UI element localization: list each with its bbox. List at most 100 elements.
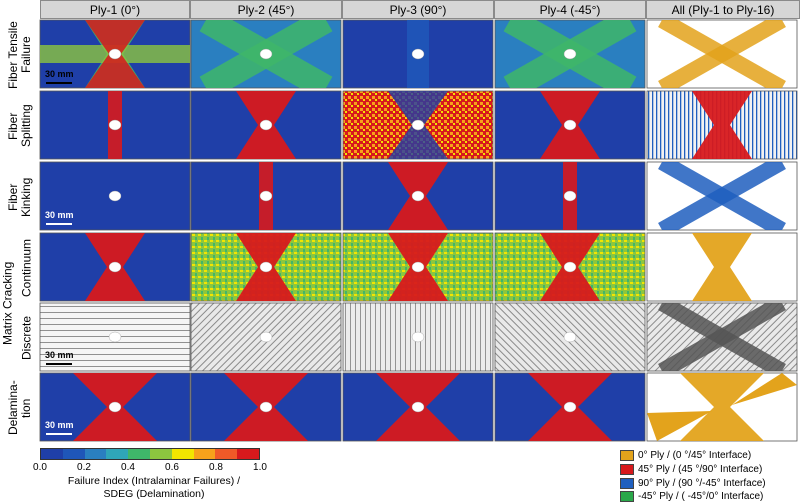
center-hole (108, 331, 122, 343)
panel-r4-c3 (494, 302, 646, 372)
center-hole (108, 190, 122, 202)
colorbar-segment-4 (128, 449, 150, 459)
center-hole (411, 261, 425, 273)
center-hole (563, 261, 577, 273)
panel-r1-c2 (342, 90, 494, 160)
center-hole (108, 401, 122, 413)
panel-r2-c1 (190, 161, 342, 231)
column-header-ply1: Ply-1 (0°) (40, 0, 190, 19)
colorbar-segment-5 (149, 449, 172, 459)
colorbar-tick-0: 0.0 (33, 462, 47, 473)
center-hole (259, 261, 273, 273)
colorbar-segment-1 (62, 449, 85, 459)
center-hole (108, 261, 122, 273)
legend-label: 90° Ply / (90 °/-45° Interface) (638, 478, 766, 489)
scale-bar-label-1: 30 mm (45, 69, 74, 79)
panel-r4-c0 (39, 302, 191, 372)
center-hole (108, 119, 122, 131)
panel-r3-c4 (646, 232, 798, 302)
panel-r3-c3 (494, 232, 646, 302)
legend-label: 0° Ply / (0 °/45° Interface) (638, 450, 752, 461)
panel-r3-c1 (190, 232, 342, 302)
colorbar-tick-4: 0.8 (209, 462, 223, 473)
panel-r0-c1 (190, 19, 342, 89)
legend-label: -45° Ply / ( -45°/0° Interface) (638, 491, 764, 502)
center-hole (563, 119, 577, 131)
legend-label: 45° Ply / (45 °/90° Interface) (638, 464, 763, 475)
center-hole (563, 401, 577, 413)
scale-bar-label-4: 30 mm (45, 420, 74, 430)
row-label-fiber-tensile-failure: Fiber Tensile Failure (6, 21, 33, 89)
panel-r1-c0 (39, 90, 191, 160)
panel-r5-c2 (342, 372, 494, 442)
center-hole (259, 401, 273, 413)
center-hole (411, 331, 425, 343)
column-header-ply3: Ply-3 (90°) (342, 0, 494, 19)
row-label-fiber-splitting: Fiber Splitting (6, 104, 33, 148)
panel-r1-c3 (494, 90, 646, 160)
center-hole (259, 190, 273, 202)
panel-r5-c4 (646, 372, 798, 442)
colorbar-segment-2 (84, 449, 107, 459)
center-hole (563, 48, 577, 60)
legend-swatch-orange (620, 450, 634, 461)
colorbar-segment-3 (106, 449, 129, 459)
column-header-ply2: Ply-2 (45°) (190, 0, 342, 19)
center-hole (411, 119, 425, 131)
colorbar-tick-3: 0.6 (165, 462, 179, 473)
panel-r2-c3 (494, 161, 646, 231)
row-label-fiber-kinking: Fiber Kinking (6, 177, 33, 217)
panel-r4-c4 (646, 302, 798, 372)
center-hole (411, 401, 425, 413)
colorbar-segment-9 (237, 449, 259, 459)
legend-swatch-blue (620, 478, 634, 489)
panel-r4-c2 (342, 302, 494, 372)
row-label-continuum: Continuum (19, 238, 34, 298)
center-hole (411, 190, 425, 202)
row-label-discrete: Discrete (19, 316, 34, 361)
center-hole (259, 119, 273, 131)
panel-r0-c0 (39, 19, 191, 89)
colorbar-tick-5: 1.0 (253, 462, 267, 473)
center-hole (259, 331, 273, 343)
panel-r1-c1 (190, 90, 342, 160)
center-hole (259, 48, 273, 60)
panel-r0-c2 (342, 19, 494, 89)
colorbar-caption-line1: Failure Index (Intralaminar Failures) / (67, 475, 241, 487)
colorbar-segment-6 (171, 449, 194, 459)
panel-r2-c0 (39, 161, 191, 231)
panel-r3-c2 (342, 232, 494, 302)
colorbar-tick-1: 0.2 (77, 462, 91, 473)
colorbar-segment-7 (193, 449, 216, 459)
panel-r5-c0 (39, 372, 191, 442)
column-header-all-plies: All (Ply-1 to Ply-16) (646, 0, 800, 19)
panel-r3-c0 (39, 232, 191, 302)
legend-item-minus45-ply: -45° Ply / ( -45°/0° Interface) (620, 490, 763, 503)
colorbar-tick-2: 0.4 (121, 462, 135, 473)
panel-r5-c1 (190, 372, 342, 442)
panel-r2-c4 (646, 161, 798, 231)
legend-item-90-ply: 90° Ply / (90 °/-45° Interface) (620, 477, 766, 490)
panel-r0-c3 (494, 19, 646, 89)
legend-swatch-green (620, 491, 634, 502)
panel-r1-c4 (646, 90, 798, 160)
panel-r4-c1 (190, 302, 342, 372)
row-label-delamination: Delamina- tion (6, 380, 33, 436)
colorbar-caption-line2: SDEG (Delamination) (103, 488, 205, 500)
legend-item-45-ply: 45° Ply / (45 °/90° Interface) (620, 463, 762, 476)
panel-r5-c3 (494, 372, 646, 442)
scale-bar-label-3: 30 mm (45, 350, 74, 360)
panel-r2-c2 (342, 161, 494, 231)
colorbar (40, 448, 260, 460)
center-hole (108, 48, 122, 60)
legend-swatch-red (620, 464, 634, 475)
scale-bar-label-2: 30 mm (45, 210, 74, 220)
panel-r0-c4 (646, 19, 798, 89)
center-hole (411, 48, 425, 60)
legend-item-0-ply: 0° Ply / (0 °/45° Interface) (620, 449, 751, 462)
center-hole (563, 331, 577, 343)
column-header-ply4: Ply-4 (-45°) (494, 0, 646, 19)
colorbar-segment-8 (215, 449, 238, 459)
colorbar-segment-0 (41, 449, 63, 459)
